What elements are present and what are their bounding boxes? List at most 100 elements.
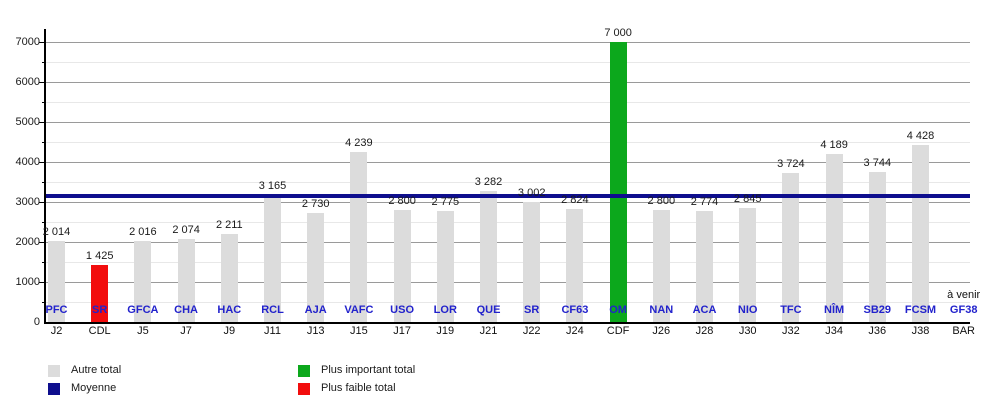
gridline-major	[46, 42, 970, 43]
gridline-major	[46, 202, 970, 203]
bar	[307, 212, 325, 322]
x-axis-line	[44, 322, 970, 324]
upcoming-label: à venir	[947, 289, 981, 301]
bar-value-label: 3 724	[777, 158, 805, 171]
y-tick	[39, 42, 46, 43]
y-tick	[39, 282, 46, 283]
day-label: J26	[652, 325, 671, 337]
y-tick-label: 6000	[15, 76, 40, 88]
bar-value-label: 2 824	[561, 194, 589, 207]
legend-item-important: Plus important total	[298, 364, 415, 377]
gridline-minor	[46, 62, 970, 63]
bar-value-label: 3 165	[258, 180, 287, 193]
team-label: PFC	[45, 304, 68, 316]
legend-swatch-autre-total	[48, 364, 60, 377]
team-label: OM	[609, 304, 627, 316]
team-label: QUE	[476, 304, 501, 316]
legend-label-autre-total: Autre total	[71, 364, 122, 376]
y-tick	[39, 162, 46, 163]
bar	[177, 239, 195, 322]
day-label: J7	[180, 325, 192, 337]
y-tick-label: 5000	[15, 116, 40, 128]
y-tick	[39, 122, 46, 123]
day-label: J21	[479, 325, 498, 337]
team-label: FCSM	[904, 304, 937, 316]
bar	[696, 211, 713, 322]
day-label: J9	[223, 325, 236, 337]
bar	[480, 190, 497, 322]
bar-value-label: 2 800	[647, 195, 676, 207]
y-tick-label: 4000	[15, 156, 40, 168]
legend-swatch-plus-important	[298, 364, 310, 377]
team-label: NIO	[737, 304, 758, 316]
bar-value-label: 4 189	[820, 139, 848, 152]
team-label: RCL	[261, 304, 284, 316]
bar-value-label: 2 774	[690, 196, 719, 209]
legend-item-faible: Plus faible total	[298, 382, 396, 395]
team-label: SR	[92, 304, 108, 316]
day-label: J30	[738, 325, 757, 337]
bar	[652, 210, 670, 322]
bar	[566, 209, 584, 322]
bar-value-label: 2 014	[42, 226, 71, 239]
bar	[91, 265, 109, 322]
y-tick-label: 3000	[15, 196, 40, 208]
gridline-minor	[46, 102, 970, 103]
y-axis-line	[44, 29, 46, 324]
gridline-major	[46, 82, 970, 83]
bar	[739, 208, 757, 322]
bar	[782, 173, 800, 322]
legend-swatch-plus-faible	[298, 382, 310, 395]
gridline-major	[46, 162, 970, 163]
day-label: BAR	[952, 325, 975, 337]
gridline-minor	[46, 302, 970, 303]
y-tick-label: 0	[33, 316, 40, 328]
y-tick	[39, 202, 46, 203]
day-label: J38	[911, 325, 930, 337]
day-label: J11	[264, 325, 281, 337]
y-tick-label: 7000	[15, 36, 40, 48]
bar-value-label: 4 428	[906, 129, 935, 142]
bar	[220, 233, 238, 322]
day-label: J19	[436, 325, 455, 337]
team-label: CHA	[174, 304, 199, 316]
bar-value-label: 7 000	[604, 27, 632, 39]
bar	[350, 152, 368, 322]
y-tick-label: 2000	[15, 236, 40, 248]
bar	[868, 172, 886, 322]
day-label: J32	[782, 325, 800, 337]
bar-value-label: 2 775	[431, 196, 460, 208]
bar	[523, 201, 541, 322]
day-label: J2	[50, 325, 63, 337]
bar	[134, 241, 152, 322]
day-label: J28	[695, 325, 714, 337]
team-label: HAC	[217, 304, 242, 316]
day-label: J15	[350, 325, 368, 337]
team-label: SB29	[863, 304, 892, 316]
team-label: ACA	[692, 304, 717, 316]
team-label: NAN	[649, 304, 674, 316]
gridline-minor	[46, 262, 970, 263]
team-label: GFCA	[127, 304, 159, 316]
y-tick	[39, 242, 46, 243]
bar-value-label: 2 211	[215, 218, 243, 231]
bar-value-label: 2 016	[129, 226, 157, 239]
team-label: CF63	[561, 304, 589, 316]
day-label: J17	[393, 325, 411, 337]
bar-value-label: 4 239	[345, 137, 373, 150]
bar	[436, 211, 454, 322]
legend-item-autre: Autre total	[48, 364, 121, 377]
legend: Autre total Moyenne Plus important total…	[0, 360, 1000, 400]
plot-area: 0 1000 2000 3000 4000 5000 6000 7000 2 014 PFC J2 1…	[15, 27, 981, 337]
gridline-major	[46, 282, 970, 283]
team-label: VAFC	[344, 304, 374, 316]
day-label: CDF	[606, 325, 630, 337]
team-label: USO	[390, 304, 415, 316]
team-label: LOR	[433, 304, 457, 316]
bar-value-label: 2 074	[172, 224, 200, 237]
legend-label-plus-faible: Plus faible total	[321, 382, 396, 394]
gridline-minor	[46, 182, 970, 183]
team-label: GF38	[949, 304, 978, 316]
legend-label-moyenne: Moyenne	[71, 382, 117, 394]
